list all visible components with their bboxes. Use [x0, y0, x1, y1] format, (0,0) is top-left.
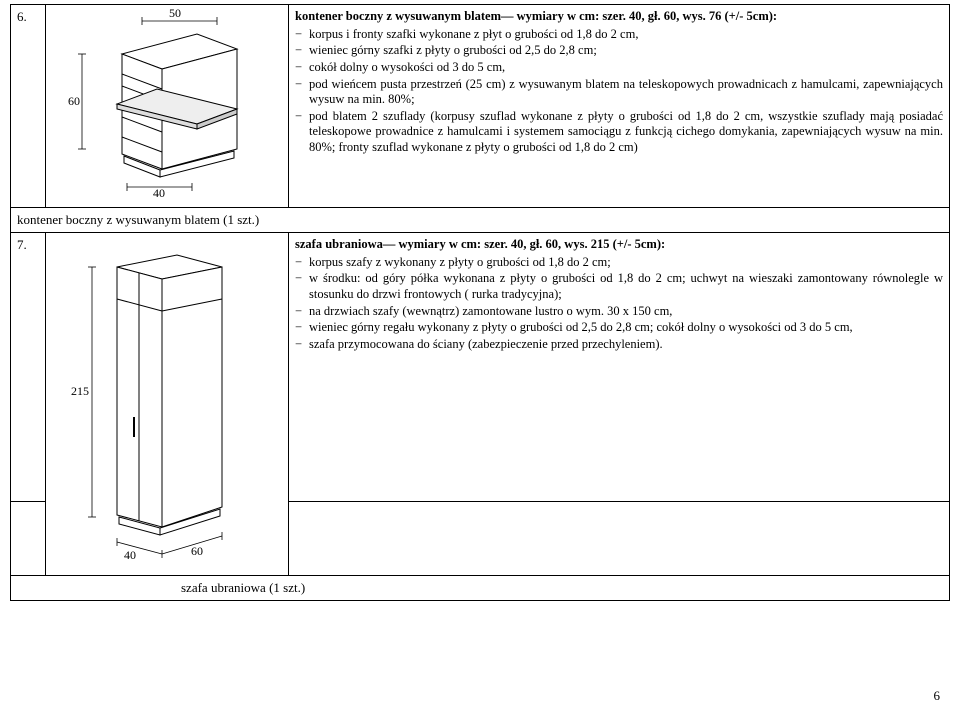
list-item: korpus szafy z wykonany z płyty o gruboś…	[309, 255, 943, 271]
spec-table: 6. 50 60 40	[10, 4, 950, 601]
row1-caption: kontener boczny z wysuwanym blatem (1 sz…	[11, 208, 950, 233]
dim-left2: 215	[71, 384, 89, 398]
dim-br: 60	[191, 544, 203, 558]
dim-left: 60	[68, 94, 80, 108]
row2-caption: szafa ubraniowa (1 szt.)	[11, 576, 950, 601]
list-item: wieniec górny szafki z płyty o grubości …	[309, 43, 943, 59]
list-item: korpus i fronty szafki wykonane z płyt o…	[309, 27, 943, 43]
row1-num: 6.	[11, 5, 46, 208]
row2-num: 7.	[11, 233, 46, 502]
page-number: 6	[934, 688, 941, 704]
list-item: cokół dolny o wysokości od 3 do 5 cm,	[309, 60, 943, 76]
row2-desc: szafa ubraniowa— wymiary w cm: szer. 40,…	[289, 233, 950, 502]
list-item: pod wieńcem pusta przestrzeń (25 cm) z w…	[309, 77, 943, 108]
dim-bottom: 40	[153, 186, 165, 199]
dim-top: 50	[169, 9, 181, 20]
row2-bullets: korpus szafy z wykonany z płyty o gruboś…	[295, 255, 943, 353]
row1-bullets: korpus i fronty szafki wykonane z płyt o…	[295, 27, 943, 156]
row1-title: kontener boczny z wysuwanym blatem— wymi…	[295, 9, 777, 23]
list-item: pod blatem 2 szuflady (korpusy szuflad w…	[309, 109, 943, 156]
list-item: na drzwiach szafy (wewnątrz) zamontowane…	[309, 304, 943, 320]
row2-image-cell: 215	[46, 233, 289, 576]
row1-desc: kontener boczny z wysuwanym blatem— wymi…	[289, 5, 950, 208]
list-item: w środku: od góry półka wykonana z płyty…	[309, 271, 943, 302]
wardrobe-drawing: 215	[62, 237, 272, 567]
row2-title: szafa ubraniowa— wymiary w cm: szer. 40,…	[295, 237, 665, 251]
dim-bl: 40	[124, 548, 136, 562]
list-item: wieniec górny regału wykonany z płyty o …	[309, 320, 943, 336]
row1-image-cell: 50 60 40	[46, 5, 289, 208]
container-drawing: 50 60 40	[62, 9, 272, 199]
list-item: szafa przymocowana do ściany (zabezpiecz…	[309, 337, 943, 353]
